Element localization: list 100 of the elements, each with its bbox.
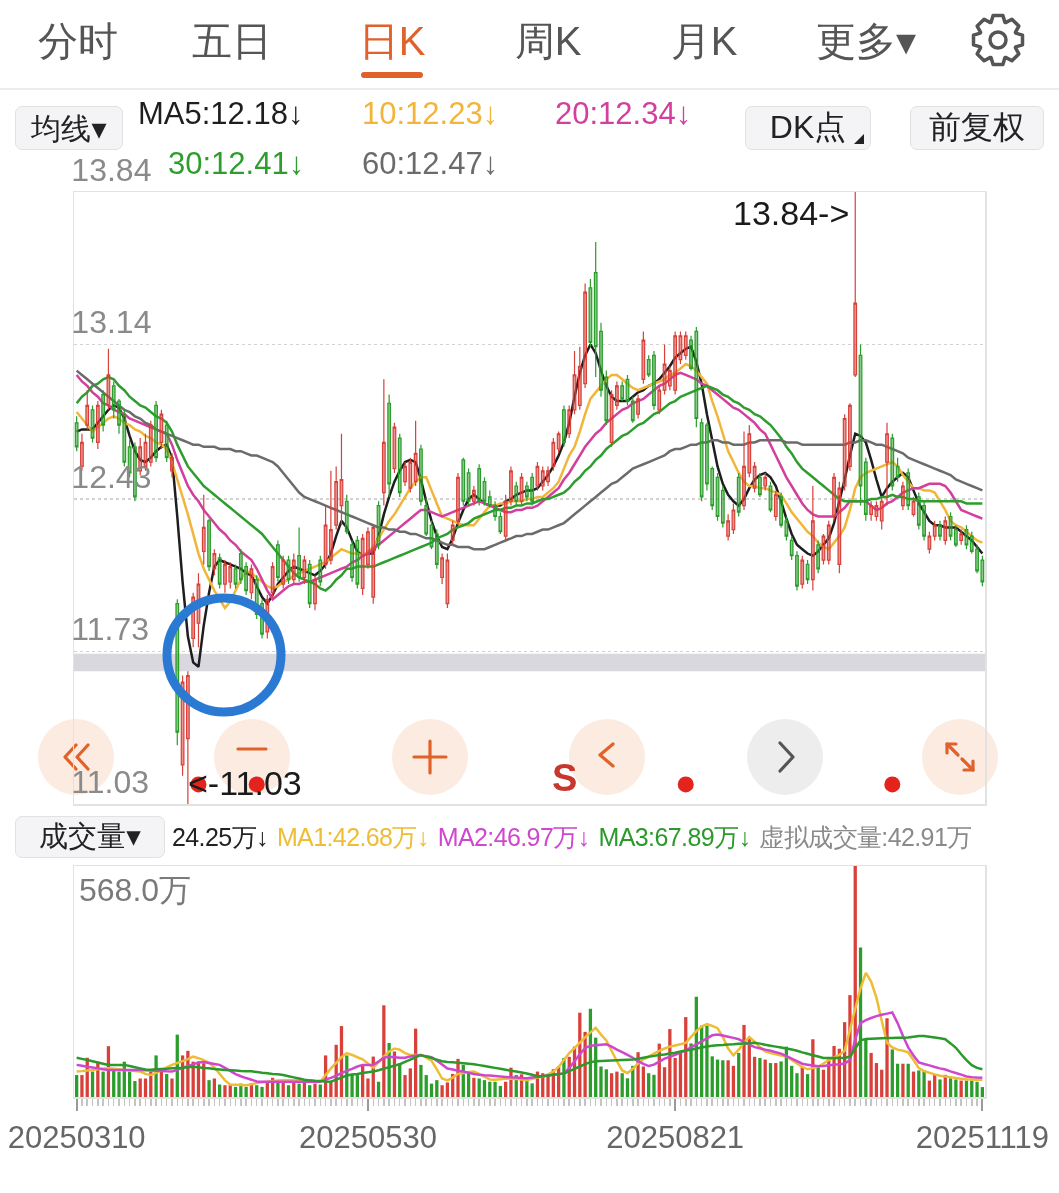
bar xyxy=(408,1068,412,1097)
bar xyxy=(742,1024,746,1097)
bar xyxy=(488,1081,492,1097)
bar xyxy=(821,1069,826,1097)
bar xyxy=(954,1079,958,1097)
x-tick-label: 20250821 xyxy=(606,1119,745,1155)
bar xyxy=(297,1083,301,1097)
bar xyxy=(440,1085,444,1097)
bar xyxy=(620,1073,624,1097)
bar xyxy=(75,1075,79,1097)
bar xyxy=(641,1066,646,1097)
annotation: <-11.03 xyxy=(188,764,302,802)
bar xyxy=(493,1081,497,1097)
text: 20:12.34↓ xyxy=(555,96,692,132)
bar xyxy=(737,1052,741,1097)
bar xyxy=(795,1073,799,1097)
text: 周K xyxy=(513,18,583,65)
bar xyxy=(546,1074,550,1097)
bar xyxy=(133,1081,137,1097)
bar xyxy=(726,1060,730,1097)
bar xyxy=(911,1071,916,1097)
bar xyxy=(101,1071,105,1097)
text: 更多▾ xyxy=(814,18,918,65)
y-tick-label: 13.84 xyxy=(71,151,152,188)
bar xyxy=(609,1073,614,1097)
text: MA2:46.97万↓ xyxy=(437,821,590,853)
bar xyxy=(652,1074,656,1097)
bar xyxy=(895,1063,900,1097)
bar xyxy=(731,1065,736,1097)
bar xyxy=(170,1078,174,1097)
text: 24.25万↓ xyxy=(172,821,268,853)
bar xyxy=(498,1085,503,1097)
bar xyxy=(901,1063,905,1097)
bar xyxy=(869,1052,873,1097)
dropdown-button: DK点 xyxy=(745,106,871,150)
bar xyxy=(308,1085,312,1097)
y-tick-label: 11.73 xyxy=(71,611,150,648)
bar xyxy=(599,1066,603,1097)
bar xyxy=(790,1065,794,1097)
bar xyxy=(768,1063,773,1097)
bar xyxy=(615,1071,619,1097)
text: MA3:67.89万↓ xyxy=(598,821,751,853)
bar xyxy=(329,1081,333,1097)
annotation: 568.0万 xyxy=(79,872,192,908)
bar xyxy=(530,1083,534,1097)
bar xyxy=(779,1061,783,1097)
bar xyxy=(376,1081,381,1097)
bar xyxy=(948,1078,953,1097)
x-tick-label: 20250530 xyxy=(298,1119,437,1155)
bar xyxy=(625,1078,630,1097)
dropdown-button: 均线▾ xyxy=(15,106,123,150)
text: 月K xyxy=(669,18,739,65)
bar xyxy=(938,1079,942,1097)
bar xyxy=(874,1063,879,1097)
text: 虚拟成交量:42.91万 xyxy=(759,821,972,853)
bar xyxy=(673,1057,677,1097)
bar xyxy=(445,1082,450,1097)
bar xyxy=(159,1071,164,1097)
bar xyxy=(917,1070,921,1097)
annotation: S xyxy=(552,757,578,799)
bar xyxy=(90,1071,95,1097)
y-tick-label: 13.14 xyxy=(71,304,152,341)
text: 五日 xyxy=(191,18,273,65)
bar xyxy=(715,1059,720,1097)
x-tick-label: 20251119 xyxy=(915,1119,1050,1155)
bar xyxy=(774,1063,778,1097)
x-tick-label: 20250310 xyxy=(7,1119,146,1155)
annotation: 13.84-> xyxy=(733,194,850,232)
bar xyxy=(890,1049,894,1097)
bar xyxy=(403,1075,407,1097)
bar xyxy=(286,1085,291,1097)
bar xyxy=(763,1059,767,1097)
bar xyxy=(710,1056,714,1097)
bar xyxy=(922,1070,926,1097)
bar xyxy=(662,1067,667,1097)
bar xyxy=(366,1078,370,1097)
bar xyxy=(721,1060,725,1097)
text: 日K xyxy=(357,18,427,65)
bar xyxy=(233,1086,238,1097)
bar xyxy=(880,1069,884,1097)
dropdown-button: 成交量▾ xyxy=(15,816,165,858)
bar xyxy=(207,1080,211,1097)
bar xyxy=(424,1075,428,1097)
bar xyxy=(419,1064,423,1097)
bar xyxy=(80,1075,84,1097)
bar xyxy=(604,1069,608,1097)
bar xyxy=(980,1087,984,1097)
text: 分时 xyxy=(37,18,119,65)
bar xyxy=(223,1085,227,1097)
text: 10:12.23↓ xyxy=(362,96,499,132)
bar xyxy=(647,1073,651,1097)
bar xyxy=(975,1081,979,1097)
bar xyxy=(255,1085,259,1097)
bar xyxy=(504,1081,508,1097)
text: 60:12.47↓ xyxy=(362,146,499,182)
bar xyxy=(906,1063,910,1097)
bar xyxy=(165,1073,169,1097)
bar xyxy=(244,1086,248,1097)
bar xyxy=(435,1080,439,1097)
bar xyxy=(805,1074,810,1097)
